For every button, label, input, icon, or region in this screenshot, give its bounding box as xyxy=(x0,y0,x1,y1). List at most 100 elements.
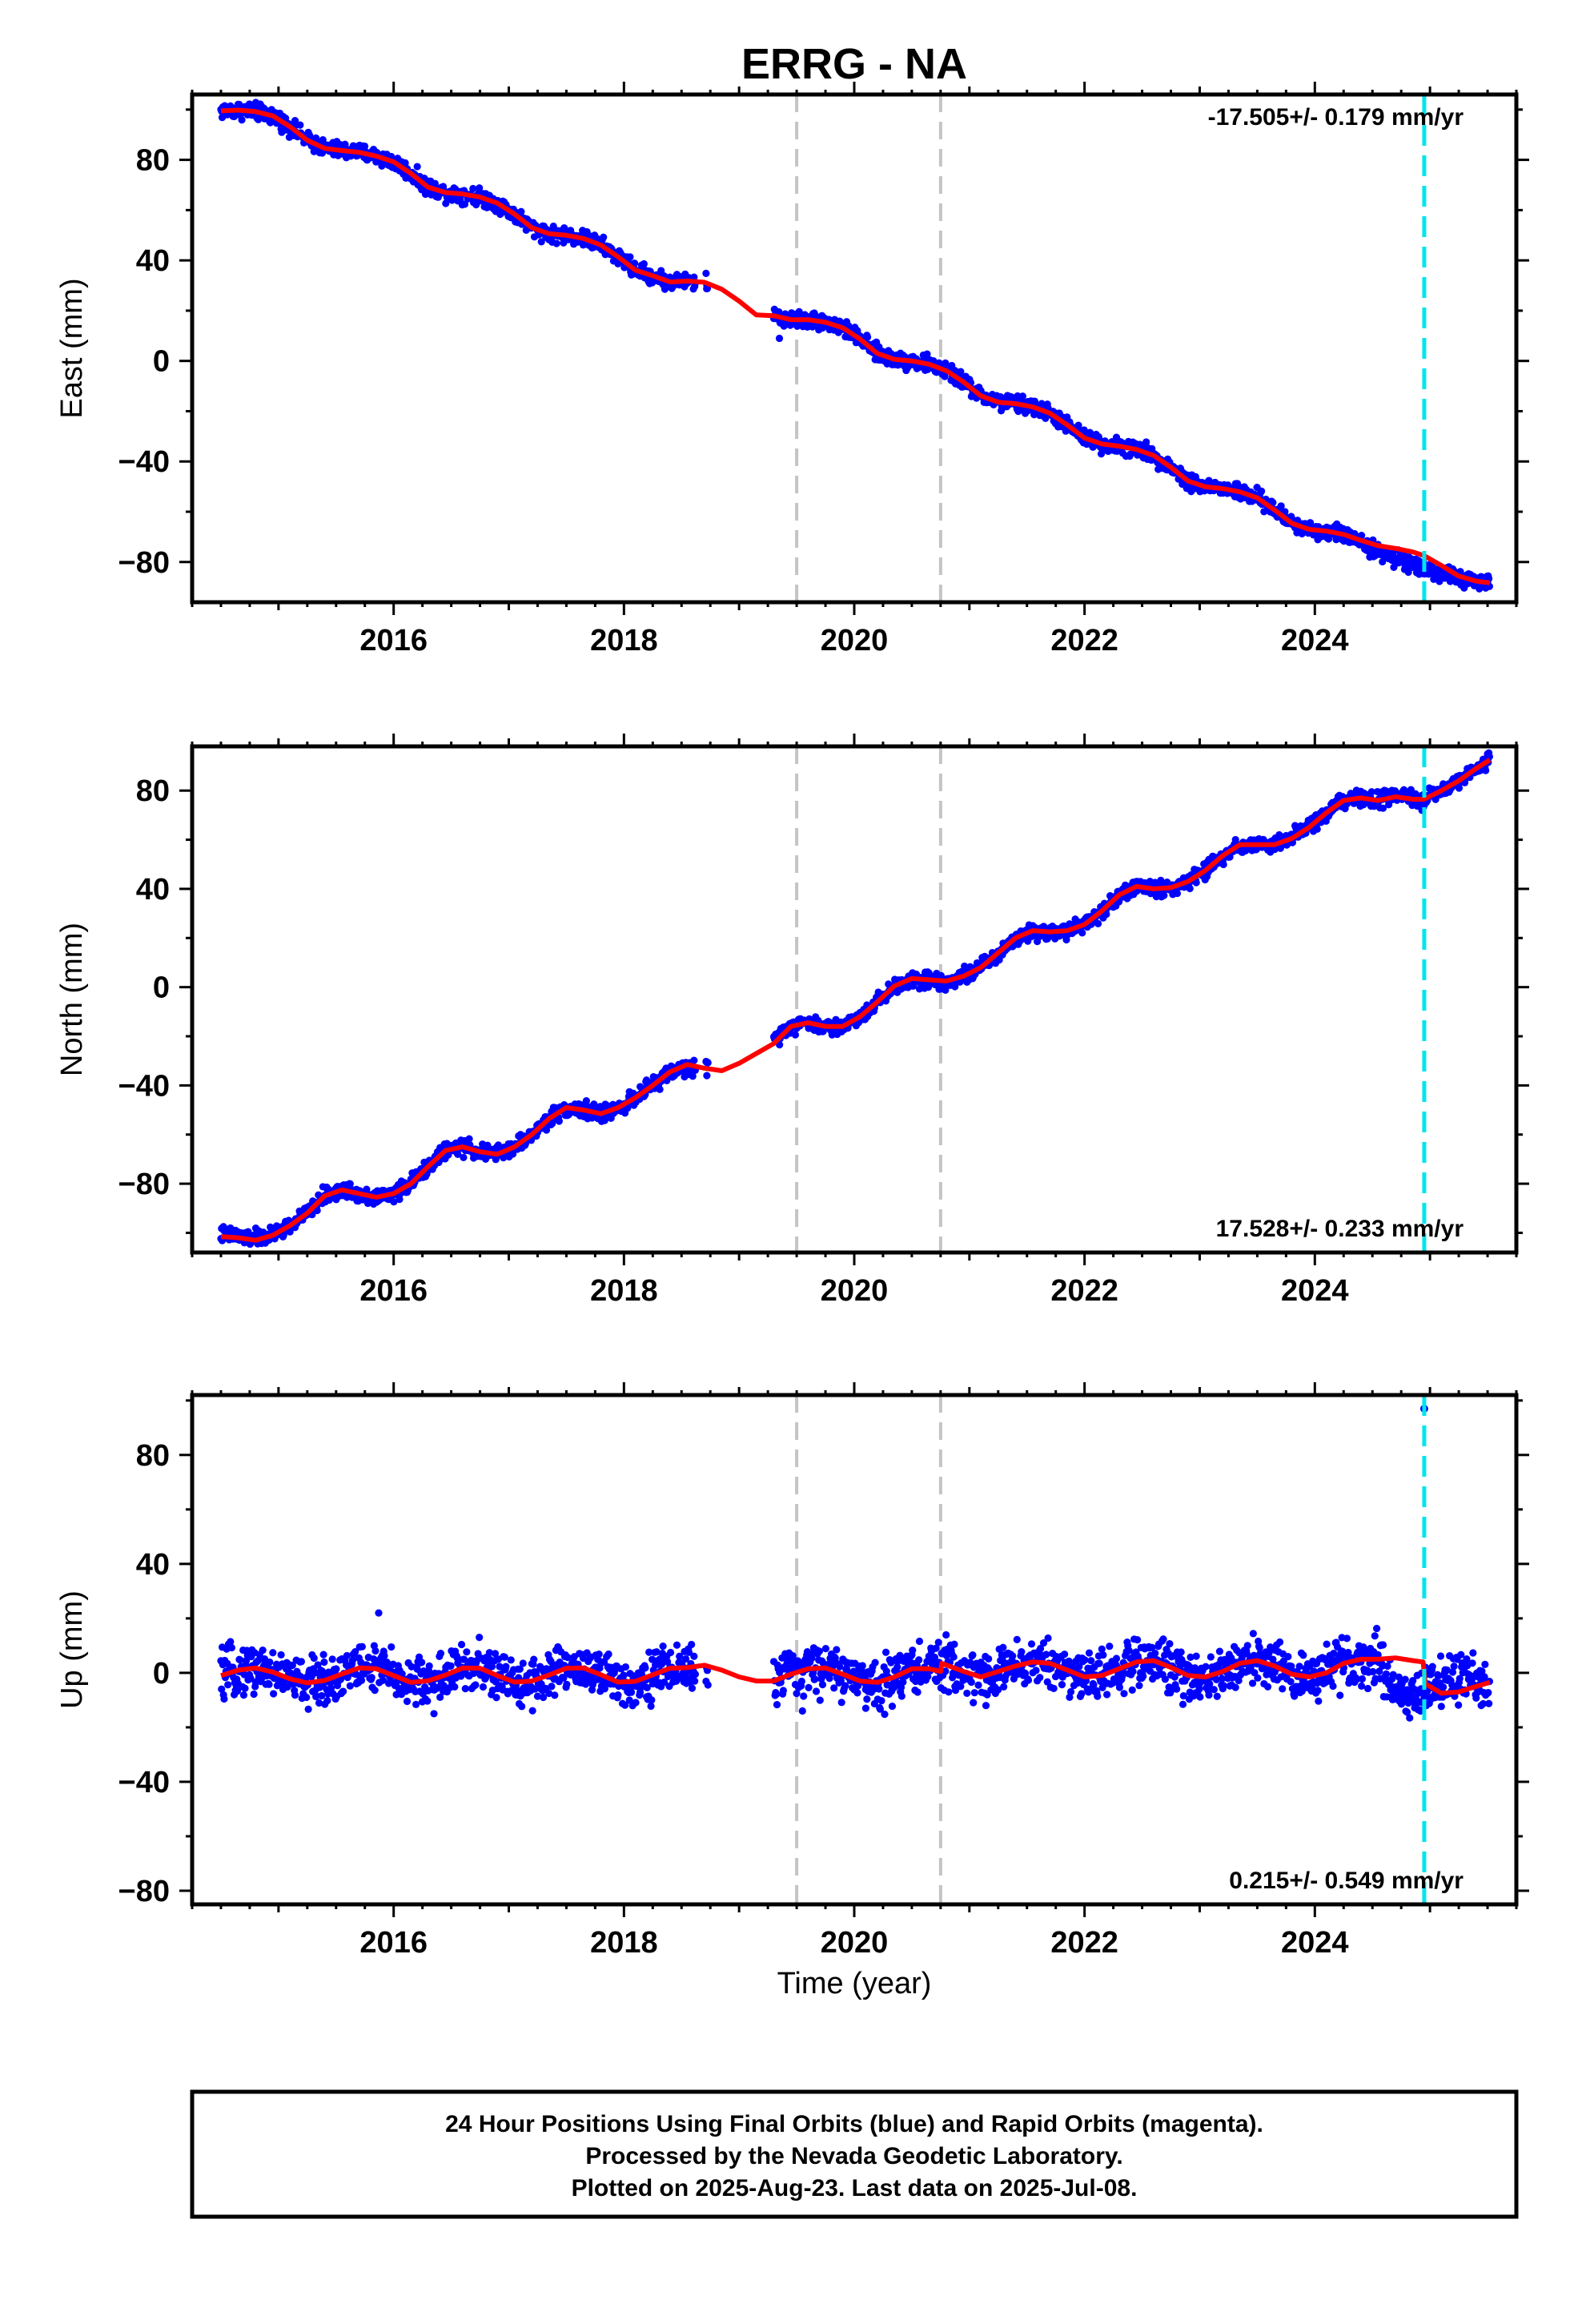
east-point xyxy=(600,233,608,241)
up-point xyxy=(436,1693,444,1701)
up-point xyxy=(418,1659,426,1667)
east-point xyxy=(775,334,784,343)
east-point xyxy=(255,115,263,123)
up-point xyxy=(691,1677,699,1685)
up-point xyxy=(691,1671,700,1679)
east-y-axis-label: East (mm) xyxy=(55,278,89,418)
up-point xyxy=(853,1689,861,1697)
up-point xyxy=(548,1683,556,1691)
east-point xyxy=(537,238,545,246)
up-point xyxy=(533,1692,542,1700)
up-point xyxy=(367,1674,375,1682)
east-x-tick-label: 2024 xyxy=(1281,624,1349,657)
north-point xyxy=(346,1180,354,1188)
up-point xyxy=(539,1693,548,1702)
up-point xyxy=(259,1646,267,1655)
up-point xyxy=(323,1696,331,1705)
up-point xyxy=(461,1685,469,1693)
up-point xyxy=(854,1682,862,1690)
east-y-tick-label: 40 xyxy=(136,244,170,278)
north-x-tick-label: 2016 xyxy=(359,1274,428,1308)
up-point xyxy=(621,1663,630,1671)
up-point xyxy=(339,1687,347,1695)
up-point xyxy=(773,1691,781,1699)
up-point xyxy=(241,1684,249,1692)
up-point xyxy=(819,1659,827,1667)
up-point xyxy=(447,1662,455,1670)
up-point xyxy=(596,1664,604,1672)
figure-title: ERRG - NA xyxy=(741,40,967,88)
up-point xyxy=(648,1696,656,1704)
up-plot-area xyxy=(217,1395,1494,1904)
up-point xyxy=(797,1677,805,1686)
up-point xyxy=(304,1705,312,1713)
up-point xyxy=(841,1682,849,1690)
up-point xyxy=(779,1687,788,1695)
east-point xyxy=(476,184,484,192)
north-point xyxy=(1367,788,1375,796)
north-fit-line xyxy=(220,758,1492,1243)
up-point xyxy=(643,1683,651,1691)
north-point xyxy=(1186,884,1194,893)
up-point xyxy=(303,1693,311,1702)
north-point xyxy=(1482,766,1490,774)
north-point xyxy=(555,1117,563,1125)
north-y-tick-label: −80 xyxy=(118,1168,170,1201)
up-point xyxy=(871,1659,879,1667)
up-point xyxy=(463,1648,471,1656)
north-y-axis-label: North (mm) xyxy=(55,923,89,1076)
up-point xyxy=(436,1649,445,1658)
up-point xyxy=(218,1685,226,1693)
east-point xyxy=(1258,487,1266,495)
up-point xyxy=(685,1648,693,1656)
up-point xyxy=(403,1697,412,1706)
up-point xyxy=(831,1654,839,1663)
up-point xyxy=(811,1675,819,1683)
up-point xyxy=(371,1687,379,1695)
up-point xyxy=(379,1676,387,1684)
east-point xyxy=(291,117,299,125)
east-point xyxy=(640,259,648,268)
up-point xyxy=(516,1665,524,1673)
up-point xyxy=(621,1701,629,1709)
north-point xyxy=(313,1206,321,1215)
up-point xyxy=(887,1659,895,1667)
north-point xyxy=(509,1150,517,1158)
up-point xyxy=(545,1689,553,1698)
up-point xyxy=(343,1651,351,1660)
up-point xyxy=(657,1660,666,1668)
up-point xyxy=(652,1648,661,1656)
up-point xyxy=(220,1695,228,1703)
north-point xyxy=(600,1116,608,1124)
up-point xyxy=(882,1667,890,1675)
up-point xyxy=(647,1702,655,1711)
east-point xyxy=(1042,414,1050,422)
up-point xyxy=(627,1688,636,1696)
up-point xyxy=(451,1683,459,1691)
north-point xyxy=(1173,889,1182,898)
up-point xyxy=(492,1694,500,1702)
east-point xyxy=(941,372,949,380)
north-point xyxy=(1379,804,1387,812)
north-point xyxy=(690,1056,698,1064)
up-point xyxy=(460,1655,468,1663)
east-x-tick-label: 2018 xyxy=(590,624,658,657)
up-point xyxy=(224,1681,232,1689)
north-x-tick-label: 2022 xyxy=(1050,1274,1118,1308)
east-point xyxy=(296,121,304,129)
up-point xyxy=(332,1665,340,1673)
north-point xyxy=(1455,784,1464,792)
north-point xyxy=(396,1195,404,1204)
up-point xyxy=(266,1658,274,1667)
up-point xyxy=(387,1642,396,1651)
up-point xyxy=(815,1647,824,1655)
up-point xyxy=(547,1658,555,1666)
north-point xyxy=(1385,801,1393,809)
up-point xyxy=(893,1663,901,1671)
up-point xyxy=(676,1652,684,1660)
up-point xyxy=(875,1685,883,1693)
up-point xyxy=(227,1638,235,1646)
up-point xyxy=(318,1691,326,1700)
up-point xyxy=(830,1684,838,1692)
up-point xyxy=(358,1642,366,1651)
